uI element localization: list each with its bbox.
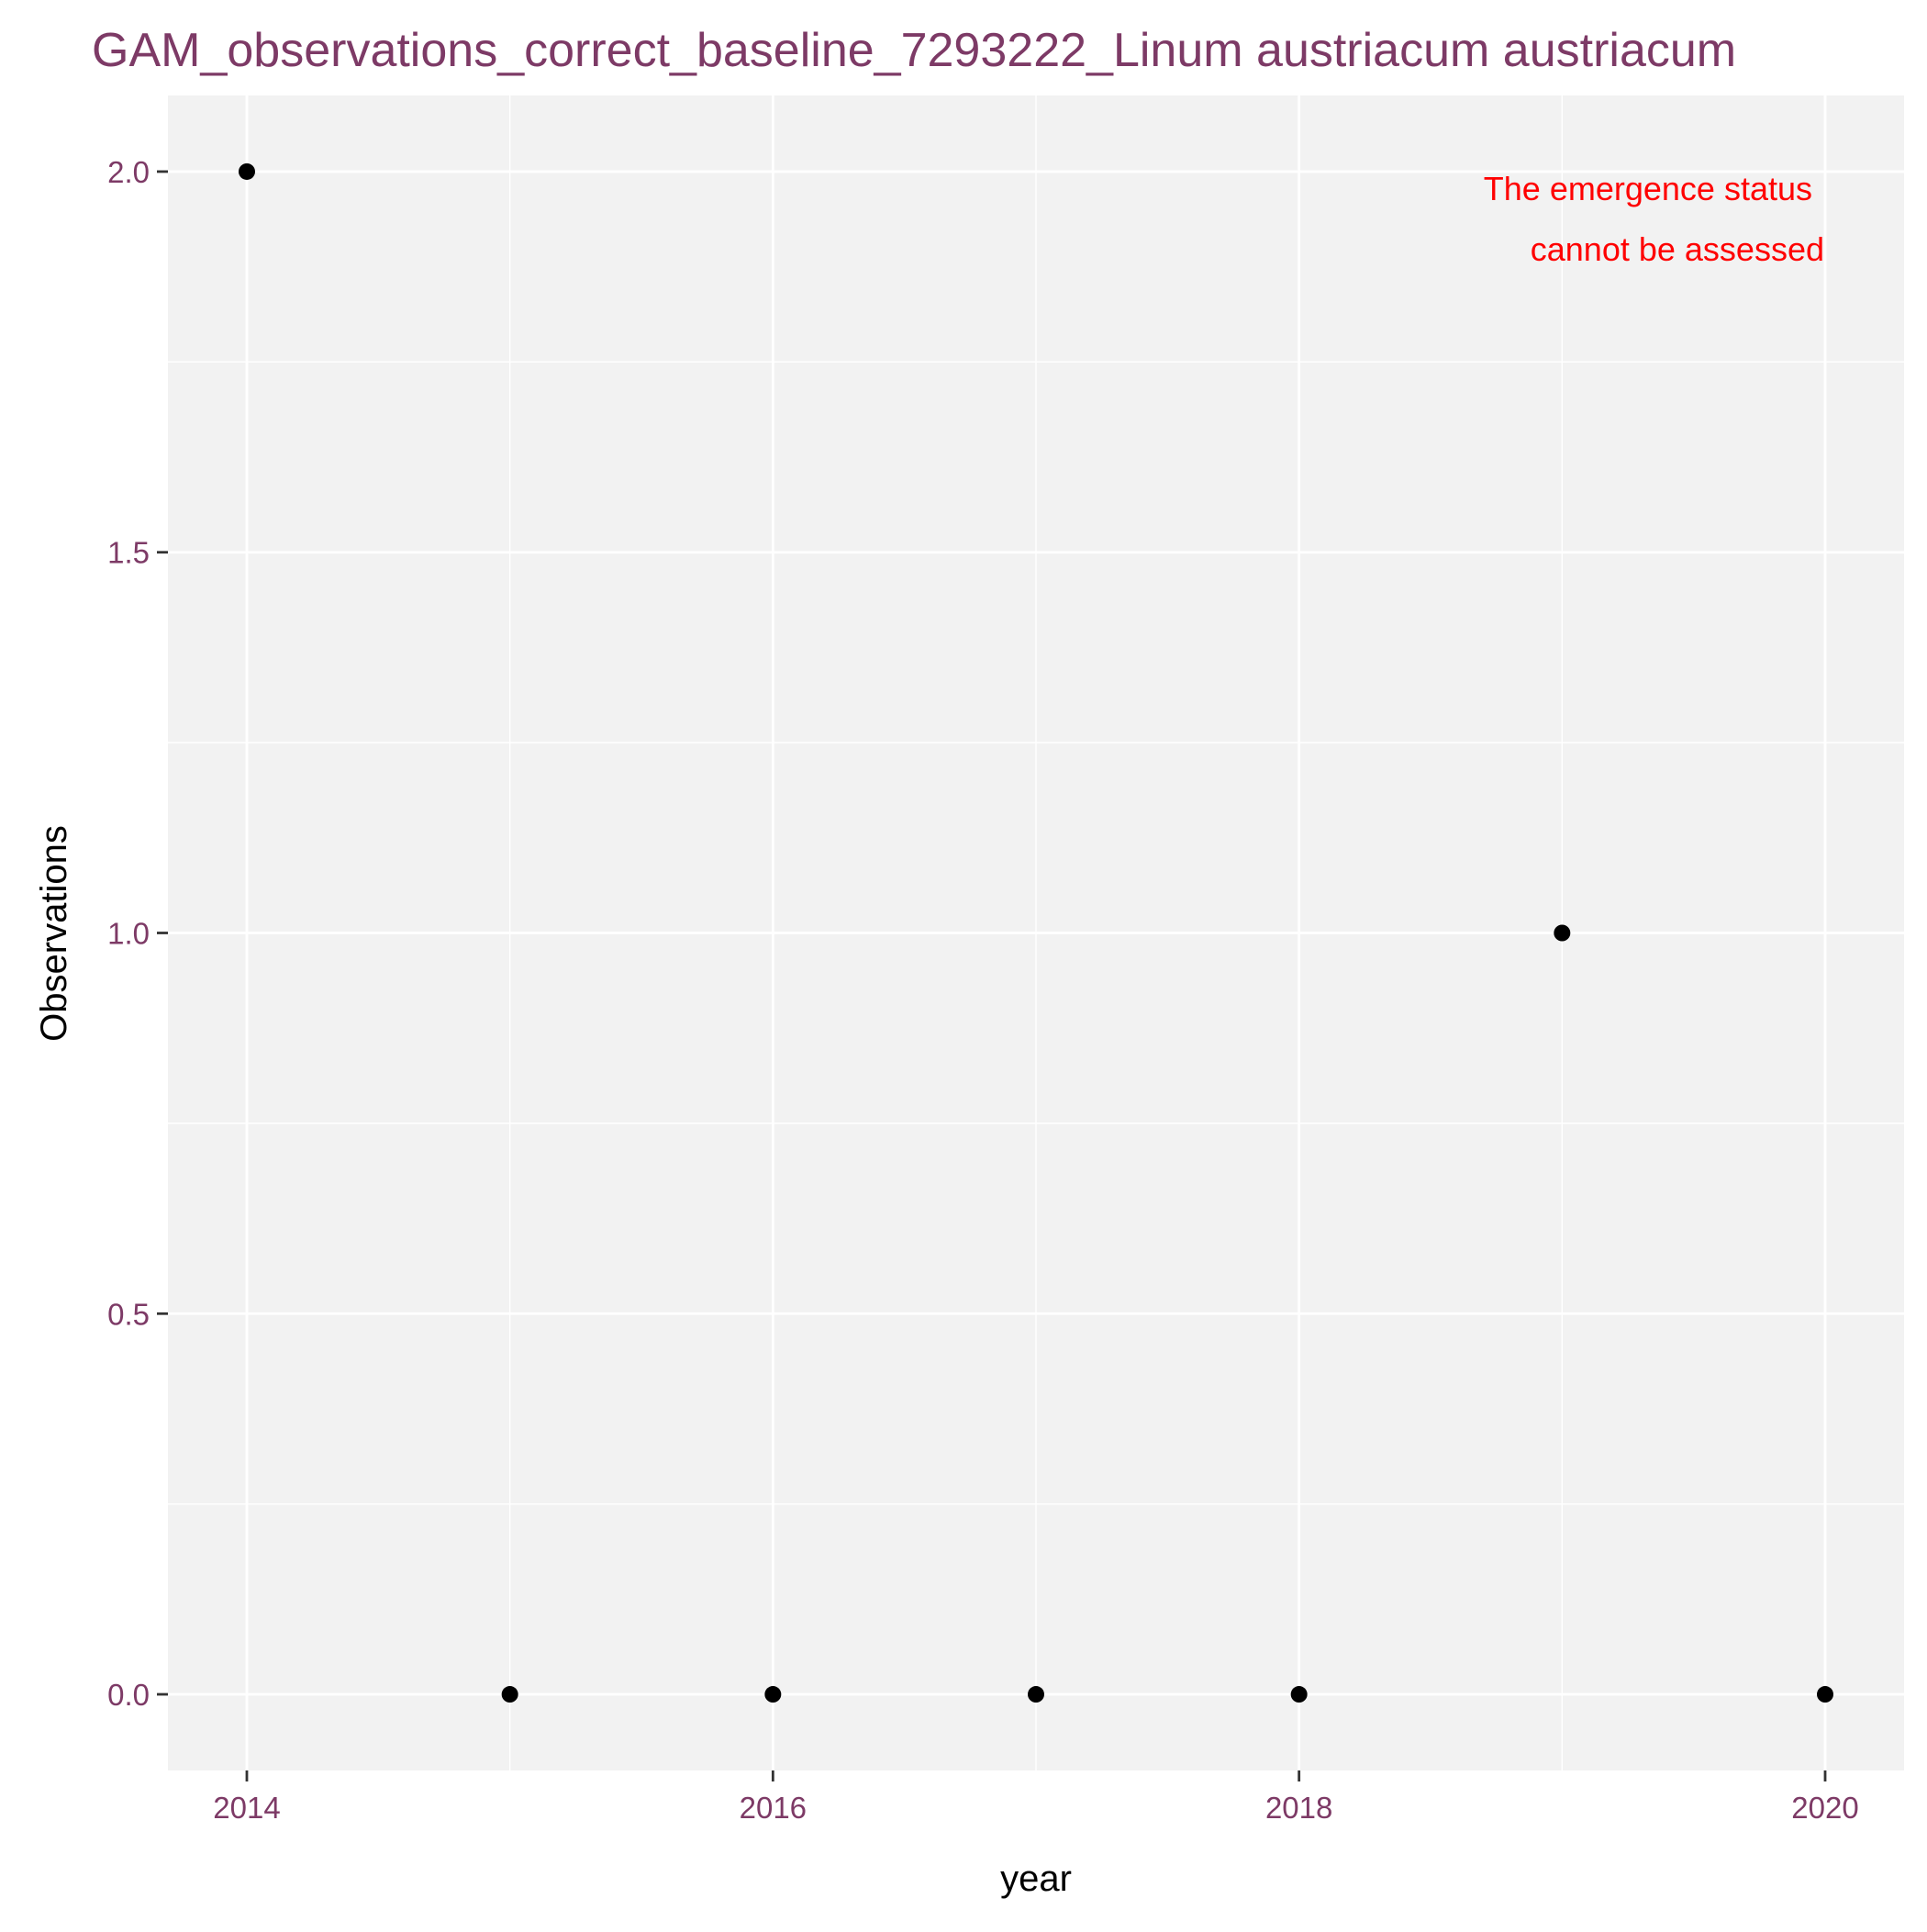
x-tick-label: 2020 <box>1791 1791 1858 1825</box>
y-tick-label: 1.5 <box>107 536 150 570</box>
y-tick-label: 0.5 <box>107 1297 150 1331</box>
y-axis-title: Observations <box>34 825 74 1042</box>
x-axis-title: year <box>1000 1859 1072 1899</box>
data-point <box>1028 1686 1044 1703</box>
data-point <box>764 1686 782 1703</box>
y-tick-label: 2.0 <box>107 155 150 189</box>
x-tick-label: 2016 <box>740 1791 807 1825</box>
annotation-line-1: The emergence status <box>1484 170 1812 207</box>
chart-title: GAM_observations_correct_baseline_729322… <box>92 24 1736 77</box>
data-point <box>1554 924 1571 942</box>
x-tick-label: 2014 <box>213 1791 280 1825</box>
x-tick-label: 2018 <box>1265 1791 1332 1825</box>
data-point <box>239 162 255 180</box>
y-axis: 0.0 0.5 1.0 1.5 2.0 <box>107 155 168 1712</box>
y-tick-label: 1.0 <box>107 917 150 951</box>
data-point <box>1817 1686 1833 1703</box>
annotation-line-2: cannot be assessed <box>1531 230 1824 268</box>
major-gridlines <box>168 95 1904 1770</box>
data-point <box>501 1686 518 1703</box>
data-point <box>1290 1686 1308 1703</box>
data-points <box>239 162 1833 1703</box>
y-tick-label: 0.0 <box>107 1678 150 1712</box>
x-axis: 2014 2016 2018 2020 <box>213 1770 1859 1825</box>
